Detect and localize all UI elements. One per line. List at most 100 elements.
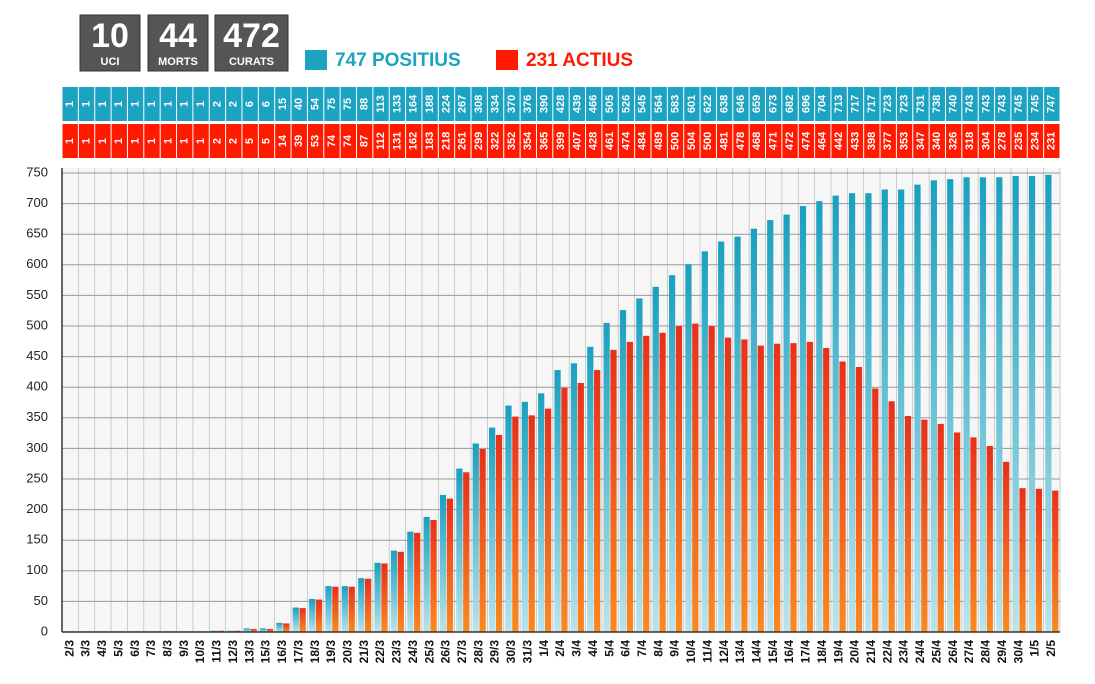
x-tick-label: 6/4: [619, 640, 633, 657]
value-label-box: [815, 124, 831, 158]
value-label: 1: [195, 101, 207, 107]
value-label-box: [978, 124, 995, 158]
value-label: 743: [997, 95, 1009, 113]
stat-value: 10: [91, 17, 129, 55]
x-tick-label: 10/3: [193, 640, 207, 664]
value-label: 261: [457, 132, 469, 150]
value-label: 1: [130, 138, 142, 144]
value-label: 704: [817, 94, 829, 113]
x-tick-label: 30/3: [504, 640, 518, 664]
x-tick-label: 20/3: [340, 640, 354, 664]
bar: [643, 335, 650, 632]
value-label-box: [1011, 124, 1027, 158]
bar: [832, 195, 839, 633]
x-tick-label: 1/5: [1028, 640, 1042, 657]
value-label-box: [782, 87, 798, 121]
value-label-box: [536, 87, 553, 121]
x-tick-label: 2/5: [1044, 640, 1058, 657]
bar: [996, 177, 1003, 632]
x-tick-label: 24/3: [406, 640, 420, 664]
bar: [259, 628, 267, 632]
value-label-box: [635, 124, 651, 158]
value-label: 318: [964, 132, 976, 150]
value-label-box: [455, 124, 471, 158]
value-label: 638: [719, 95, 731, 113]
y-tick-label: 100: [26, 562, 48, 577]
bar: [407, 531, 414, 632]
value-label-box: [356, 124, 373, 158]
y-tick-label: 50: [34, 593, 48, 608]
value-label: 188: [424, 95, 436, 113]
bar: [774, 343, 781, 632]
bar: [881, 189, 888, 633]
value-label-box: [324, 124, 340, 158]
value-label-box: [782, 124, 798, 158]
bar: [521, 401, 528, 632]
bar: [783, 214, 790, 632]
value-label: 717: [866, 95, 878, 113]
value-label-box: [962, 124, 978, 158]
value-label-box: [733, 124, 749, 158]
x-tick-label: 28/4: [979, 640, 993, 664]
x-tick-label: 13/3: [242, 640, 256, 664]
value-label-box: [275, 87, 291, 121]
x-tick-label: 16/4: [782, 640, 796, 664]
x-tick-label: 10/4: [684, 640, 698, 664]
bar: [348, 586, 355, 632]
value-label-box: [487, 87, 504, 121]
value-label-box: [864, 87, 880, 121]
value-label-box: [422, 124, 438, 158]
value-label-box: [864, 124, 880, 158]
value-label-box: [291, 87, 307, 121]
bar: [292, 607, 299, 632]
x-tick-label: 26/3: [439, 640, 453, 664]
value-label-box: [307, 87, 324, 121]
x-tick-label: 31/3: [520, 640, 534, 664]
x-tick-label: 25/4: [929, 640, 943, 664]
value-label: 442: [833, 132, 845, 150]
bar: [636, 298, 643, 632]
x-tick-label: 30/4: [1011, 640, 1025, 664]
x-tick-label: 5/4: [602, 640, 616, 657]
x-tick-label: 21/4: [864, 640, 878, 664]
x-tick-label: 4/4: [586, 640, 600, 657]
bar: [806, 341, 813, 632]
value-label: 75: [342, 98, 354, 110]
bar: [610, 349, 617, 632]
bar: [315, 599, 323, 632]
value-label: 500: [669, 132, 681, 150]
value-label: 428: [555, 95, 567, 113]
value-label: 224: [440, 94, 452, 113]
value-label-box: [733, 87, 749, 121]
value-label-box: [520, 124, 536, 158]
value-label-box: [880, 87, 896, 121]
bar: [675, 326, 683, 632]
value-label-box: [945, 87, 962, 121]
value-label-box: [684, 124, 700, 158]
bar: [1003, 461, 1010, 632]
value-label: 682: [784, 95, 796, 113]
value-label: 1: [179, 101, 191, 107]
value-label: 299: [473, 132, 485, 150]
value-label-box: [471, 87, 487, 121]
value-label-box: [553, 124, 569, 158]
value-label: 743: [964, 95, 976, 113]
value-label-box: [62, 87, 78, 121]
value-label-box: [356, 87, 373, 121]
value-label-box: [536, 124, 553, 158]
value-label-box: [504, 87, 520, 121]
bar: [685, 264, 692, 632]
bar: [341, 586, 348, 632]
value-label: 461: [604, 132, 616, 150]
bar: [692, 323, 699, 632]
value-label-box: [504, 124, 520, 158]
bar: [309, 598, 316, 632]
x-tick-label: 29/3: [488, 640, 502, 664]
x-tick-label: 14/4: [749, 640, 763, 664]
value-label-box: [1027, 124, 1044, 158]
value-label: 622: [702, 95, 714, 113]
value-label-box: [127, 124, 144, 158]
value-label-box: [700, 87, 716, 121]
value-label-box: [340, 87, 356, 121]
value-label: 745: [1013, 95, 1025, 113]
